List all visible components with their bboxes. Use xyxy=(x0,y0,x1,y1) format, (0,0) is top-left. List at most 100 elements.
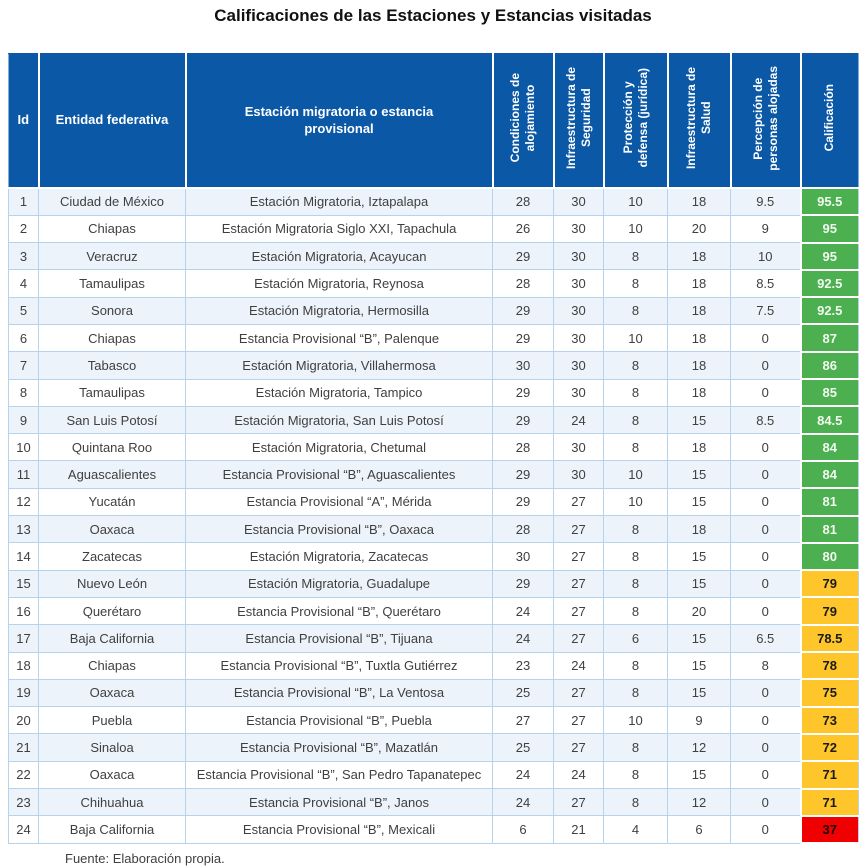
percepcion-cell: 0 xyxy=(730,542,801,571)
id-cell: 6 xyxy=(8,323,39,353)
calificacion-cell: 84 xyxy=(799,432,859,462)
id-cell: 16 xyxy=(8,596,39,626)
id-cell: 3 xyxy=(8,242,39,271)
table-row: 16 Querétaro Estancia Provisional “B”, Que… xyxy=(8,596,859,626)
salud-cell: 9 xyxy=(667,706,731,735)
ratings-table-container: Id Entidad federativa Estación migratori… xyxy=(8,53,866,845)
id-cell: 2 xyxy=(8,214,39,244)
estacion-cell: Estación Migratoria, Villahermosa xyxy=(185,351,493,380)
seguridad-cell: 30 xyxy=(553,460,604,489)
estacion-cell: Estación Migratoria, Acayucan xyxy=(185,242,493,271)
proteccion-cell: 10 xyxy=(603,323,668,353)
seguridad-cell: 27 xyxy=(553,678,604,708)
estacion-cell: Estación Migratoria, Tampico xyxy=(185,378,493,407)
alojamiento-cell: 6 xyxy=(492,815,554,844)
entidad-cell: Tabasco xyxy=(38,351,186,380)
table-row: 14 Zacatecas Estación Migratoria, Zacateca… xyxy=(8,541,859,572)
percepcion-cell: 0 xyxy=(730,487,801,517)
entidad-cell: Ciudad de México xyxy=(38,187,186,216)
id-cell: 17 xyxy=(8,624,39,653)
proteccion-cell: 8 xyxy=(603,733,668,762)
id-cell: 8 xyxy=(8,378,39,407)
alojamiento-cell: 29 xyxy=(492,378,554,407)
seguridad-cell: 30 xyxy=(553,242,604,271)
alojamiento-cell: 23 xyxy=(492,651,554,680)
entidad-cell: Oaxaca xyxy=(38,515,186,544)
estacion-cell: Estancia Provisional “B”, Janos xyxy=(185,788,493,817)
id-cell: 13 xyxy=(8,515,39,544)
salud-cell: 18 xyxy=(667,269,731,298)
seguridad-cell: 30 xyxy=(553,214,604,244)
header-infraestructura-salud: Infraestructura de Salud xyxy=(666,53,732,189)
alojamiento-cell: 28 xyxy=(492,515,554,544)
proteccion-cell: 8 xyxy=(603,405,668,435)
calificacion-cell: 85 xyxy=(799,378,859,408)
table-row: 7 Tabasco Estación Migratoria, Villahermos… xyxy=(8,350,859,381)
salud-cell: 18 xyxy=(667,433,731,462)
header-infraestructura-salud-label: Infraestructura de Salud xyxy=(684,67,713,170)
alojamiento-cell: 26 xyxy=(492,214,554,244)
estacion-cell: Estación Migratoria, Hermosilla xyxy=(185,296,493,325)
proteccion-cell: 8 xyxy=(603,296,668,325)
estacion-cell: Estación Migratoria, Guadalupe xyxy=(185,569,493,598)
salud-cell: 18 xyxy=(667,378,731,407)
table-row: 17 Baja California Estancia Provisional “B… xyxy=(8,623,859,654)
header-condiciones-alojamiento-label: Condiciones de alojamiento xyxy=(508,73,537,163)
entidad-cell: Querétaro xyxy=(38,596,186,626)
salud-cell: 15 xyxy=(667,569,731,598)
calificacion-cell: 84.5 xyxy=(799,405,859,435)
calificacion-cell: 79 xyxy=(799,569,859,599)
table-row: 15 Nuevo León Estación Migratoria, Guadalu… xyxy=(8,569,859,599)
id-cell: 20 xyxy=(8,706,39,735)
calificacion-cell: 37 xyxy=(799,814,859,845)
percepcion-cell: 9.5 xyxy=(730,187,801,216)
id-cell: 11 xyxy=(8,460,39,489)
estacion-cell: Estancia Provisional “B”, San Pedro Tapa… xyxy=(185,760,493,790)
calificacion-cell: 95 xyxy=(799,241,859,271)
calificacion-cell: 80 xyxy=(799,541,859,572)
entidad-cell: Chiapas xyxy=(38,214,186,244)
table-row: 12 Yucatán Estancia Provisional “A”, Mérid… xyxy=(8,487,859,517)
alojamiento-cell: 29 xyxy=(492,323,554,353)
id-cell: 7 xyxy=(8,351,39,380)
entidad-cell: Baja California xyxy=(38,815,186,844)
header-infraestructura-seguridad: Infraestructura de Seguridad xyxy=(552,53,605,189)
seguridad-cell: 30 xyxy=(553,378,604,407)
calificacion-cell: 75 xyxy=(799,678,859,708)
table-row: 23 Chihuahua Estancia Provisional “B”, Jan… xyxy=(8,787,859,817)
header-id: Id xyxy=(8,53,40,189)
percepcion-cell: 0 xyxy=(730,678,801,708)
salud-cell: 20 xyxy=(667,214,731,244)
proteccion-cell: 8 xyxy=(603,569,668,598)
salud-cell: 18 xyxy=(667,242,731,271)
estacion-cell: Estación Migratoria Siglo XXI, Tapachula xyxy=(185,214,493,244)
salud-cell: 15 xyxy=(667,651,731,680)
proteccion-cell: 10 xyxy=(603,214,668,244)
seguridad-cell: 27 xyxy=(553,624,604,653)
calificacion-cell: 71 xyxy=(799,787,859,817)
table-row: 24 Baja California Estancia Provisional “B… xyxy=(8,814,859,845)
percepcion-cell: 0 xyxy=(730,706,801,735)
alojamiento-cell: 28 xyxy=(492,187,554,216)
alojamiento-cell: 30 xyxy=(492,351,554,380)
seguridad-cell: 21 xyxy=(553,815,604,844)
salud-cell: 15 xyxy=(667,760,731,790)
calificacion-cell: 84 xyxy=(799,459,859,490)
alojamiento-cell: 29 xyxy=(492,296,554,325)
estacion-cell: Estancia Provisional “B”, Palenque xyxy=(185,323,493,353)
estacion-cell: Estancia Provisional “B”, Mazatlán xyxy=(185,733,493,762)
alojamiento-cell: 24 xyxy=(492,624,554,653)
header-percepcion-personas: Percepción de personas alojadas xyxy=(729,53,802,189)
table-body: 1 Ciudad de México Estación Migratoria, Iz… xyxy=(8,186,859,845)
entidad-cell: Chihuahua xyxy=(38,788,186,817)
table-row: 1 Ciudad de México Estación Migratoria, Iz… xyxy=(8,186,859,217)
entidad-cell: Veracruz xyxy=(38,242,186,271)
alojamiento-cell: 24 xyxy=(492,596,554,626)
id-cell: 23 xyxy=(8,788,39,817)
calificacion-cell: 86 xyxy=(799,350,859,381)
calificacion-cell: 71 xyxy=(799,760,859,790)
entidad-cell: Puebla xyxy=(38,706,186,735)
table-row: 10 Quintana Roo Estación Migratoria, Chetu… xyxy=(8,432,859,462)
proteccion-cell: 10 xyxy=(603,706,668,735)
entidad-cell: Zacatecas xyxy=(38,542,186,571)
